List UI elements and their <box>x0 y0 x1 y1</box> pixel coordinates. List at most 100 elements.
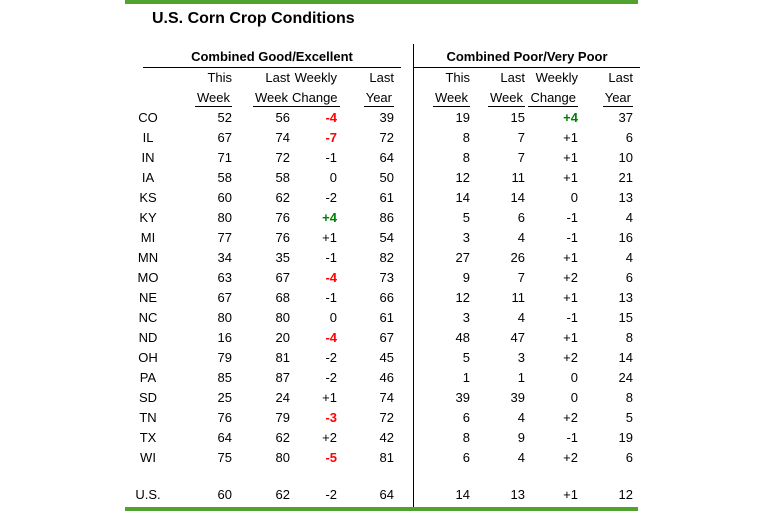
pvp-last-week: 4 <box>517 410 525 425</box>
pvp-last-year: 37 <box>618 110 633 125</box>
col-header-week: Week <box>488 90 525 107</box>
pvp-this-week: 12 <box>455 290 470 305</box>
ge-weekly-change: -4 <box>325 270 337 285</box>
ge-last-week: 76 <box>275 210 290 225</box>
table-row: PA 85 87 -2 46 1 1 0 24 <box>0 368 763 388</box>
pvp-this-week: 14 <box>455 487 470 502</box>
col-header-week: Week <box>433 90 470 107</box>
pvp-this-week: 14 <box>455 190 470 205</box>
section-header-poor-very-poor: Combined Poor/Very Poor <box>414 48 640 68</box>
ge-last-week: 35 <box>275 250 290 265</box>
table-row: KY 80 76 +4 86 5 6 -1 4 <box>0 208 763 228</box>
pvp-last-week: 4 <box>517 310 525 325</box>
pvp-weekly-change: +1 <box>563 487 578 502</box>
ge-last-year: 46 <box>379 370 394 385</box>
pvp-weekly-change: +1 <box>563 170 578 185</box>
pvp-last-week: 4 <box>517 230 525 245</box>
col-header-week: Week <box>253 90 290 107</box>
pvp-last-week: 1 <box>517 370 525 385</box>
state-label: IA <box>141 170 155 185</box>
ge-last-week: 76 <box>275 230 290 245</box>
pvp-last-year: 8 <box>625 330 633 345</box>
ge-last-year: 72 <box>379 130 394 145</box>
pvp-last-week: 14 <box>510 190 525 205</box>
pvp-last-year: 10 <box>618 150 633 165</box>
pvp-this-week: 48 <box>455 330 470 345</box>
table-row: IN 71 72 -1 64 8 7 +1 10 <box>0 148 763 168</box>
ge-this-week: 67 <box>217 130 232 145</box>
ge-this-week: 76 <box>217 410 232 425</box>
col-header-year: Year <box>602 90 633 107</box>
pvp-last-year: 24 <box>618 370 633 385</box>
pvp-weekly-change: -1 <box>566 310 578 325</box>
table-row: IA 58 58 0 50 12 11 +1 21 <box>0 168 763 188</box>
pvp-last-week: 4 <box>517 450 525 465</box>
ge-weekly-change: -7 <box>325 130 337 145</box>
ge-weekly-change: -2 <box>325 350 337 365</box>
ge-last-week: 24 <box>275 390 290 405</box>
pvp-this-week: 8 <box>462 430 470 445</box>
state-label: MI <box>140 230 156 245</box>
col-header-last: Last <box>500 70 525 85</box>
ge-last-week: 68 <box>275 290 290 305</box>
ge-this-week: 75 <box>217 450 232 465</box>
pvp-weekly-change: +2 <box>563 410 578 425</box>
pvp-last-week: 11 <box>511 170 526 185</box>
state-label: U.S. <box>135 487 161 502</box>
table-row: SD 25 24 +1 74 39 39 0 8 <box>0 388 763 408</box>
pvp-last-week: 15 <box>510 110 525 125</box>
pvp-this-week: 12 <box>455 170 470 185</box>
pvp-weekly-change: +1 <box>563 150 578 165</box>
ge-this-week: 85 <box>217 370 232 385</box>
ge-last-year: 66 <box>379 290 394 305</box>
ge-last-week: 67 <box>275 270 290 285</box>
ge-last-year: 39 <box>379 110 394 125</box>
ge-last-week: 56 <box>275 110 290 125</box>
ge-last-week: 62 <box>275 430 290 445</box>
pvp-this-week: 39 <box>455 390 470 405</box>
ge-this-week: 60 <box>217 190 232 205</box>
ge-last-week: 72 <box>275 150 290 165</box>
ge-last-week: 81 <box>275 350 290 365</box>
state-label: SD <box>138 390 158 405</box>
ge-last-week: 80 <box>275 450 290 465</box>
pvp-weekly-change: -1 <box>566 210 578 225</box>
table-row: OH 79 81 -2 45 5 3 +2 14 <box>0 348 763 368</box>
pvp-weekly-change: -1 <box>566 230 578 245</box>
ge-this-week: 25 <box>217 390 232 405</box>
table-row: ND 16 20 -4 67 48 47 +1 8 <box>0 328 763 348</box>
pvp-weekly-change: 0 <box>570 190 578 205</box>
col-header-year: Year <box>363 90 394 107</box>
pvp-weekly-change: +1 <box>563 130 578 145</box>
ge-weekly-change: -1 <box>325 250 337 265</box>
state-label: TN <box>139 410 157 425</box>
col-header-change: Change <box>528 90 578 107</box>
ge-last-year: 50 <box>379 170 394 185</box>
pvp-last-week: 39 <box>510 390 525 405</box>
ge-last-week: 58 <box>275 170 290 185</box>
state-label: WI <box>140 450 156 465</box>
table-row: IL 67 74 -7 72 8 7 +1 6 <box>0 128 763 148</box>
ge-this-week: 67 <box>217 290 232 305</box>
ge-weekly-change: +2 <box>322 430 337 445</box>
state-label: IN <box>141 150 155 165</box>
top-accent-bar <box>125 0 638 4</box>
ge-this-week: 60 <box>217 487 232 502</box>
ge-this-week: 58 <box>217 170 232 185</box>
pvp-weekly-change: 0 <box>570 390 578 405</box>
pvp-this-week: 6 <box>462 450 470 465</box>
ge-weekly-change: 0 <box>329 310 337 325</box>
summary-row: U.S. 60 62 -2 64 14 13 +1 12 <box>0 485 763 505</box>
ge-this-week: 79 <box>217 350 232 365</box>
pvp-last-week: 26 <box>510 250 525 265</box>
ge-this-week: 63 <box>217 270 232 285</box>
ge-this-week: 52 <box>217 110 232 125</box>
pvp-this-week: 5 <box>462 210 470 225</box>
pvp-weekly-change: +2 <box>563 350 578 365</box>
table-row: CO 52 56 -4 39 19 15 +4 37 <box>0 108 763 128</box>
pvp-last-year: 6 <box>625 270 633 285</box>
col-header-weekly: Weekly <box>294 70 337 85</box>
column-header-row-1: This Last Weekly Last This Last Weekly L… <box>0 68 763 88</box>
section-header-good-excellent: Combined Good/Excellent <box>143 48 401 68</box>
